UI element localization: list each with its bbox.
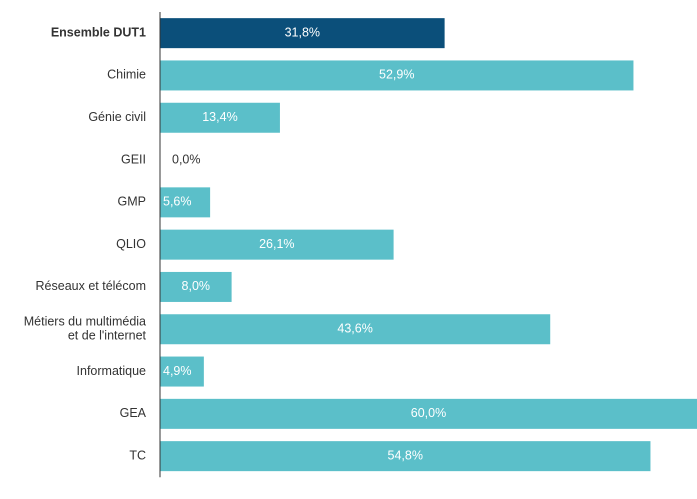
bar bbox=[160, 356, 204, 387]
bar bbox=[160, 314, 551, 345]
bar bbox=[160, 229, 394, 260]
category-label: QLIO bbox=[116, 237, 146, 251]
category-label: Réseaux et télécom bbox=[36, 279, 146, 293]
value-label: 52,9% bbox=[379, 68, 414, 82]
category-label: Génie civil bbox=[88, 110, 146, 124]
value-label: 60,0% bbox=[411, 406, 446, 420]
category-label: Ensemble DUT1 bbox=[51, 25, 146, 39]
bar bbox=[160, 441, 651, 472]
category-label: Chimie bbox=[107, 68, 146, 82]
bar bbox=[160, 18, 445, 49]
category-label: Informatique bbox=[77, 364, 147, 378]
value-label: 0,0% bbox=[172, 152, 201, 166]
category-label: TC bbox=[129, 448, 146, 462]
bar bbox=[160, 398, 697, 429]
bar bbox=[160, 187, 211, 218]
category-label: GEA bbox=[120, 406, 147, 420]
category-label: GMP bbox=[118, 195, 146, 209]
category-label: Métiers du multimédia et de l'internet bbox=[24, 315, 147, 343]
value-label: 4,9% bbox=[163, 364, 192, 378]
bar bbox=[160, 102, 280, 133]
value-label: 43,6% bbox=[337, 322, 372, 336]
value-label: 54,8% bbox=[388, 448, 423, 462]
value-label: 31,8% bbox=[285, 25, 320, 39]
category-label: GEII bbox=[121, 152, 146, 166]
value-label: 5,6% bbox=[163, 195, 192, 209]
value-label: 13,4% bbox=[202, 110, 237, 124]
value-label: 26,1% bbox=[259, 237, 294, 251]
bar bbox=[160, 271, 232, 302]
bar bbox=[160, 60, 634, 91]
value-label: 8,0% bbox=[182, 279, 211, 293]
